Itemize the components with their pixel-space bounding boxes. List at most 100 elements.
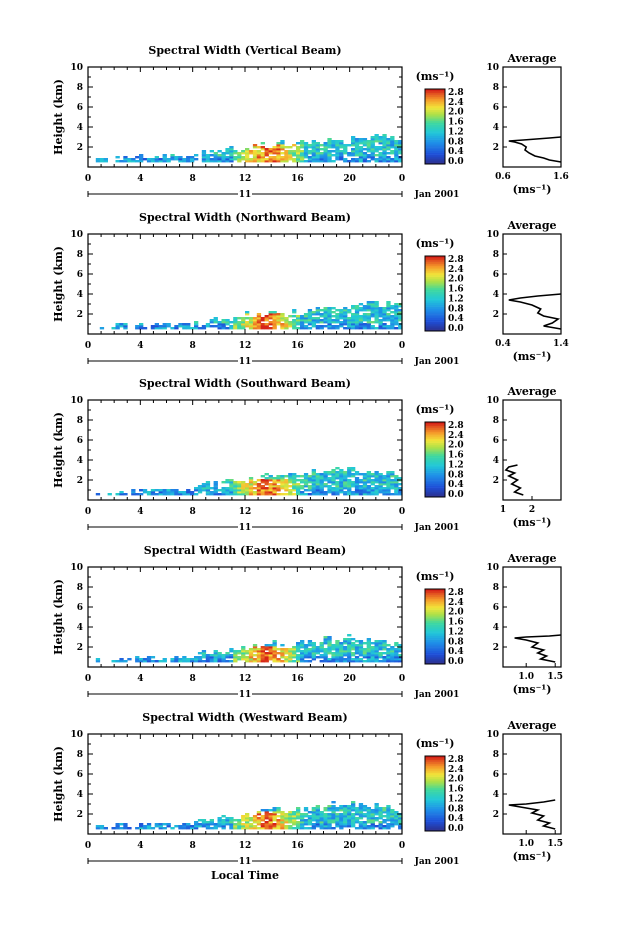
heatmap-cell: [315, 307, 320, 310]
heatmap-cell: [303, 473, 309, 476]
heatmap-cell: [362, 654, 368, 657]
heatmap-cell: [382, 821, 387, 824]
heatmap-cell: [315, 160, 320, 163]
heatmap-cell: [315, 811, 320, 814]
heatmap-cell: [347, 309, 352, 312]
heatmap-cell: [335, 809, 340, 812]
heatmap-cell: [386, 654, 391, 657]
heatmap-cell: [327, 650, 332, 653]
heatmap-cell: [358, 809, 364, 812]
heatmap-cell: [182, 323, 187, 326]
heatmap-cell: [366, 321, 371, 324]
heatmap-cell: [221, 819, 226, 822]
heatmap-cell: [339, 819, 344, 822]
x-tick-label: 0: [85, 341, 91, 351]
heatmap-cell: [268, 813, 273, 816]
heatmap-cell: [394, 146, 399, 149]
heatmap-cell: [264, 815, 269, 818]
colorbar-swatch: [425, 278, 445, 281]
heatmap-cell: [245, 152, 250, 155]
heatmap-cell: [272, 807, 277, 810]
heatmap-cell: [248, 160, 254, 163]
heatmap-cell: [303, 654, 309, 657]
heatmap-cell: [358, 821, 364, 824]
heatmap-cell: [374, 640, 379, 643]
heatmap-cell: [319, 648, 324, 651]
heatmap-cell: [358, 317, 364, 320]
heatmap-cell: [382, 809, 387, 812]
heatmap-cell: [95, 158, 101, 161]
heatmap-cell: [347, 656, 352, 659]
heatmap-cell: [323, 319, 328, 322]
heatmap-cell: [205, 489, 211, 492]
heatmap-cell: [264, 821, 269, 824]
heatmap-cell: [370, 142, 375, 145]
heatmap-cell: [366, 654, 371, 657]
heatmap-cell: [248, 650, 254, 653]
heatmap-cell: [182, 158, 187, 161]
heatmap-cell: [327, 491, 332, 494]
heatmap-cell: [374, 654, 379, 657]
heatmap-cell: [327, 807, 332, 810]
heatmap-cell: [225, 491, 230, 494]
heatmap-cell: [154, 493, 159, 496]
heatmap-cell: [272, 148, 277, 151]
heatmap-cell: [319, 815, 324, 818]
heatmap-cell: [370, 660, 375, 663]
colorbar-swatch: [425, 150, 445, 154]
heatmap-cell: [225, 152, 230, 155]
heatmap-cell: [351, 313, 356, 316]
heatmap-cell: [351, 307, 356, 310]
heatmap-cell: [339, 140, 344, 143]
colorbar-swatch: [425, 105, 445, 109]
heatmap-cell: [303, 325, 309, 328]
heatmap-cell: [307, 817, 313, 820]
heatmap-cell: [343, 642, 348, 645]
heatmap-cell: [335, 142, 340, 145]
heatmap-cell: [300, 154, 305, 157]
heatmap-cell: [241, 152, 246, 155]
heatmap-cell: [370, 656, 375, 659]
heatmap-cell: [354, 660, 360, 663]
heatmap-cell: [237, 819, 242, 822]
heatmap-cell: [327, 485, 332, 488]
colorbar-swatch: [425, 829, 445, 832]
colorbar-swatch: [425, 321, 445, 324]
heatmap-cell: [378, 323, 383, 326]
heatmap-cell: [131, 493, 136, 496]
heatmap-cell: [292, 475, 297, 478]
heatmap-cell: [135, 658, 140, 661]
heatmap-cell: [162, 327, 167, 330]
heatmap-cell: [394, 150, 399, 153]
heatmap-cell: [374, 313, 379, 316]
heatmap-cell: [323, 152, 328, 155]
x-tick-label: 8: [190, 174, 196, 184]
heatmap-cell: [119, 827, 124, 830]
heatmap-cell: [272, 321, 277, 324]
heatmap-cell: [394, 323, 399, 326]
heatmap-cell: [127, 160, 132, 163]
heatmap-cell: [374, 154, 379, 157]
heatmap-cell: [296, 483, 301, 486]
heatmap-cell: [276, 809, 281, 812]
heatmap-cell: [315, 311, 320, 314]
heatmap-cell: [315, 327, 320, 330]
heatmap-cell: [390, 473, 395, 476]
heatmap-cell: [268, 483, 273, 486]
heatmap-cell: [268, 479, 273, 482]
heatmap-cell: [288, 146, 293, 149]
heatmap-cell: [268, 654, 273, 657]
colorbar-swatch: [425, 592, 445, 595]
heatmap-cell: [182, 656, 187, 659]
heatmap-cell: [319, 148, 324, 151]
heatmap-cell: [150, 827, 156, 830]
heatmap-cell: [178, 160, 183, 163]
heatmap-cell: [354, 477, 360, 480]
heatmap-cell: [194, 823, 199, 826]
heatmap-cell: [331, 809, 336, 812]
heatmap-cell: [354, 811, 360, 814]
heatmap-cell: [201, 158, 207, 161]
heatmap-cell: [327, 477, 332, 480]
heatmap-cell: [354, 315, 360, 318]
heatmap-cell: [260, 142, 265, 145]
